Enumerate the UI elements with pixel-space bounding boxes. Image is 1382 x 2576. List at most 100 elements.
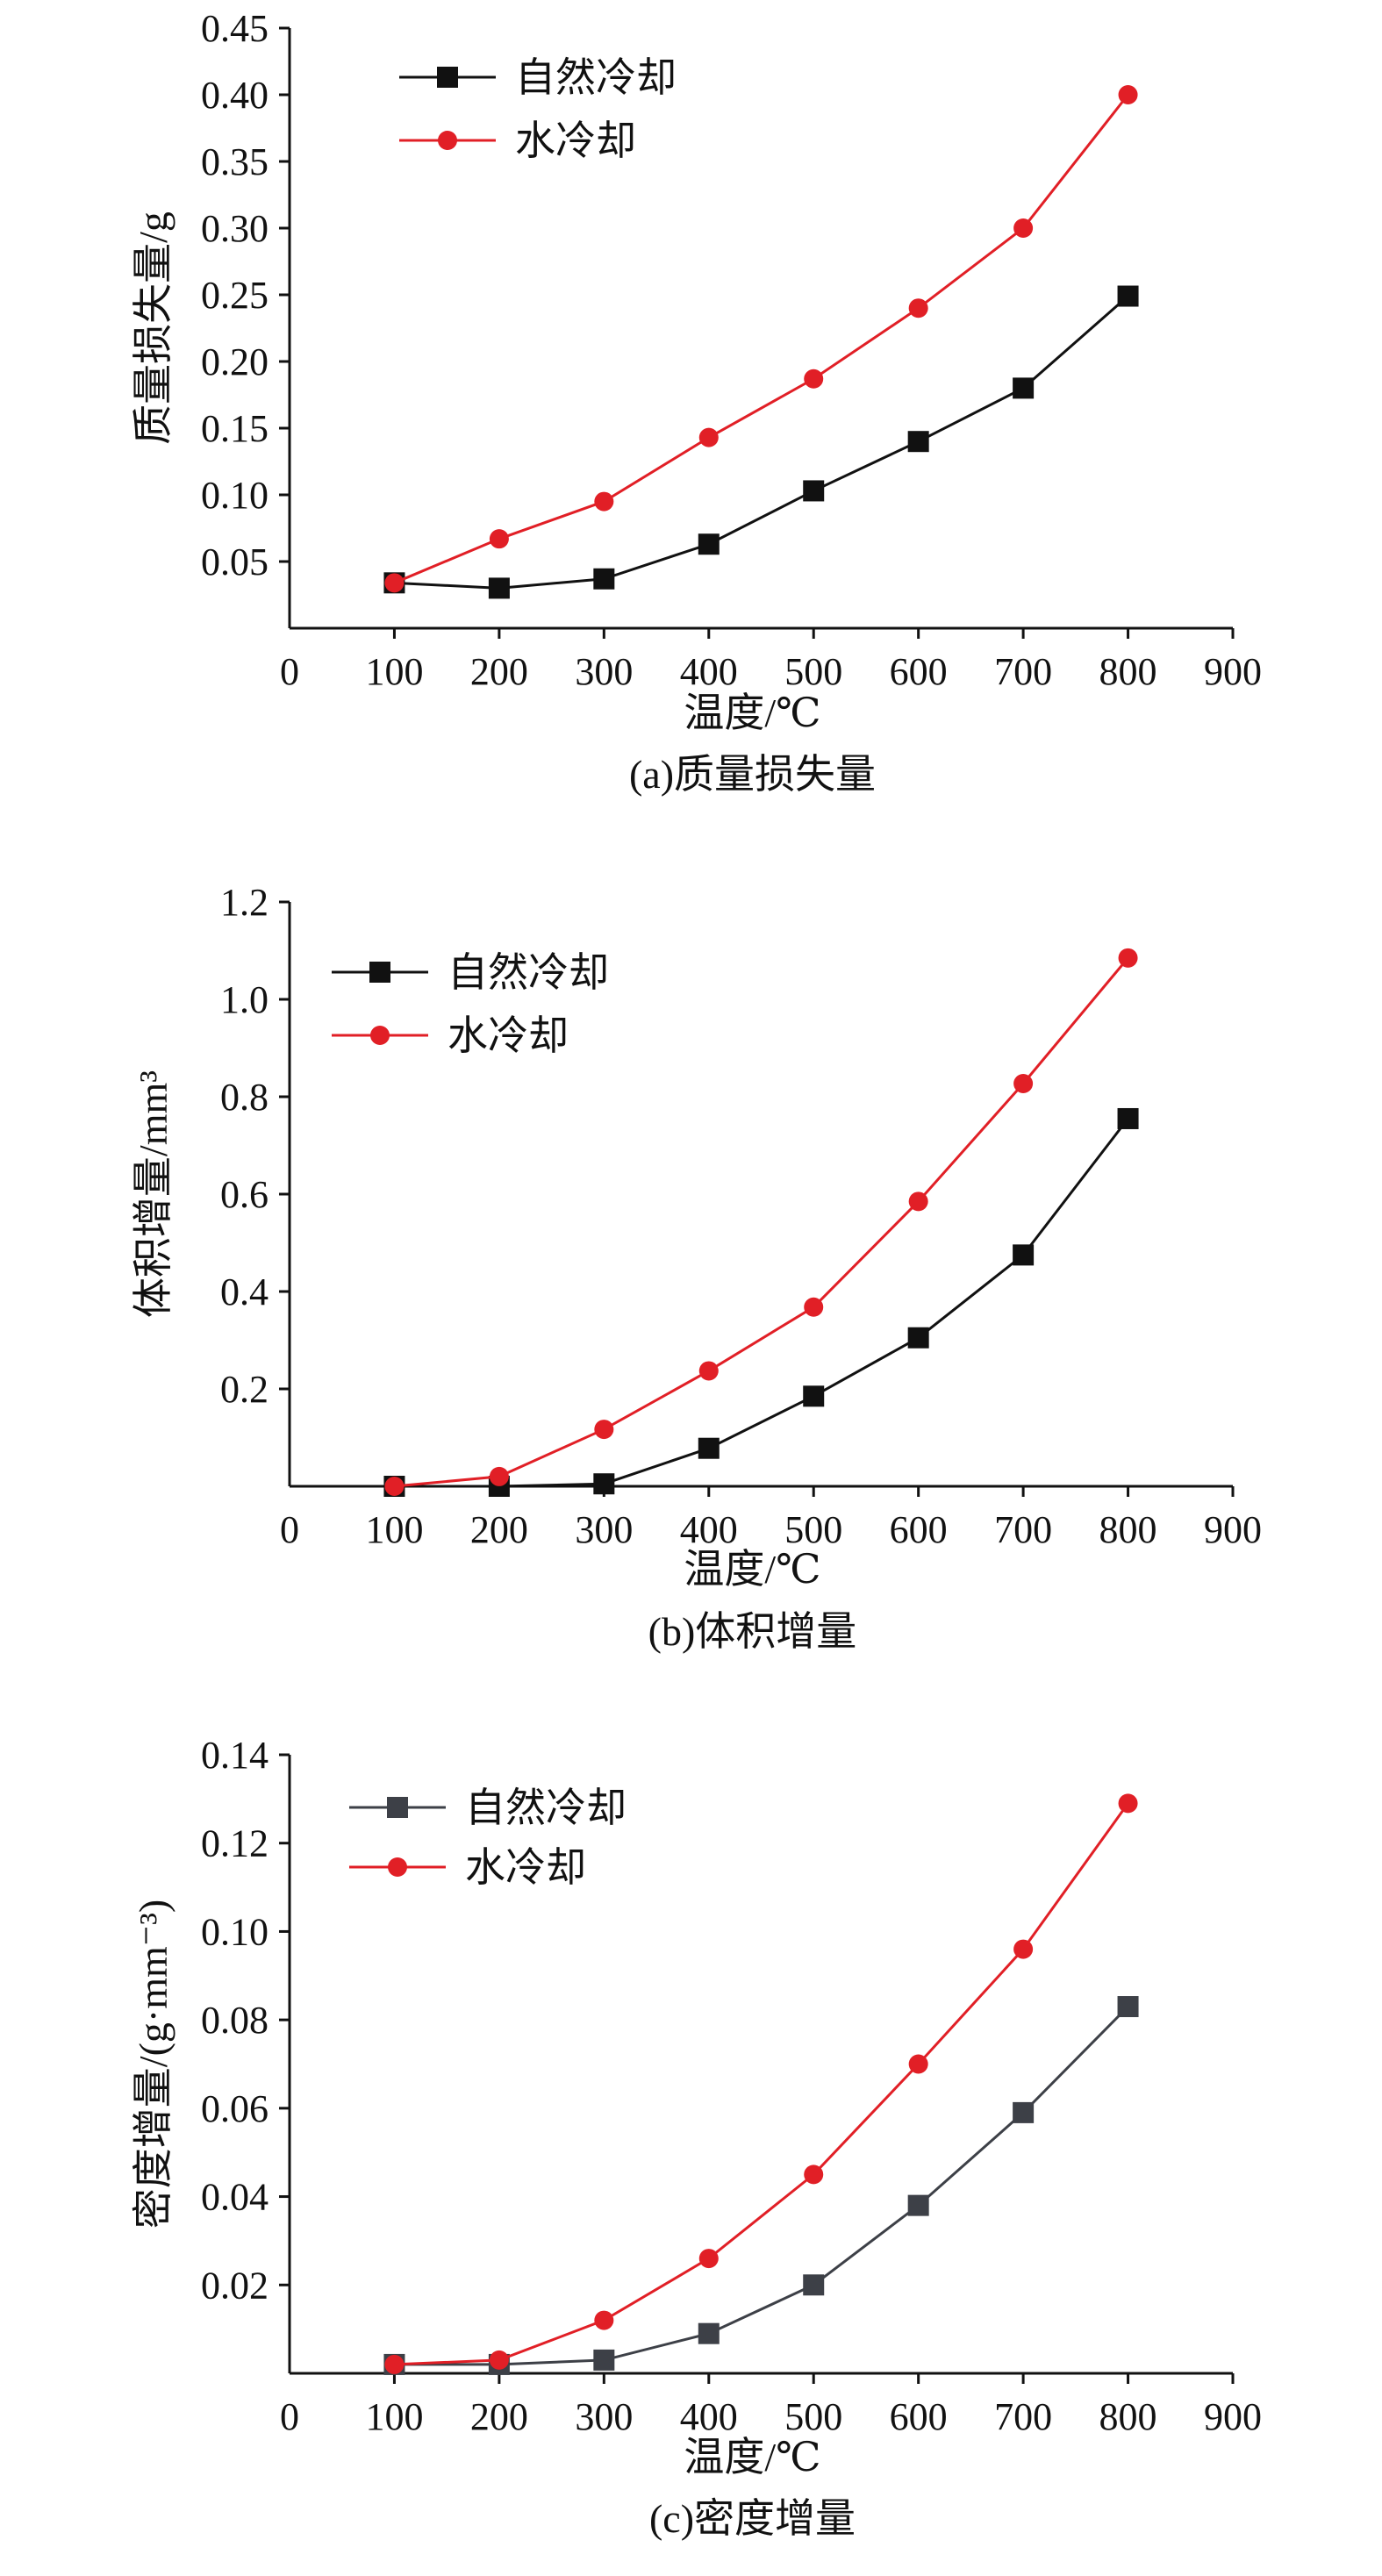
data-point-circle: [698, 2249, 719, 2269]
x-tick-label: 600: [890, 650, 948, 693]
legend-label: 水冷却: [465, 1845, 586, 1890]
x-tick-label: 200: [470, 1508, 528, 1551]
data-point-circle: [1118, 948, 1138, 968]
chart-c-density-increase: 0 100 200 300 400 500 600 700 800 900 0.02 0.04 0.06…: [131, 1734, 1262, 2541]
legend-marker-square: [387, 1797, 408, 1818]
x-tick-label: 300: [575, 650, 633, 693]
x-tick-label: 800: [1099, 650, 1157, 693]
chart-b-volume-increase: 0 100 200 300 400 500 600 700 800 900 0.2 0.4 0.6 0.8…: [131, 881, 1262, 1654]
x-tick-label: 200: [470, 650, 528, 693]
y-tick-label: 0.45: [201, 7, 269, 50]
data-point-square: [593, 2349, 615, 2371]
data-point-circle: [1118, 1793, 1138, 1814]
data-point-square: [698, 1437, 720, 1459]
data-point-square: [1013, 377, 1035, 399]
x-axis-label: 温度/℃: [684, 691, 820, 735]
x-tick-label: 400: [680, 650, 738, 693]
x-tick-label: 400: [680, 1508, 738, 1551]
data-point-square: [488, 577, 510, 599]
x-tick-label: 0: [280, 1508, 299, 1551]
data-point-circle: [698, 427, 719, 447]
series-line-natural-cooling: [394, 2005, 1129, 2366]
y-tick-label: 0.14: [201, 1734, 269, 1777]
legend-label: 水冷却: [515, 118, 636, 163]
y-tick-label: 0.04: [201, 2176, 269, 2219]
x-tick-label: 0: [280, 650, 299, 693]
data-point-circle: [908, 1191, 928, 1212]
x-tick-label: 800: [1099, 1508, 1157, 1551]
data-point-square: [803, 2274, 825, 2296]
y-tick-label: 0.12: [201, 1822, 269, 1865]
figure-caption: (c)密度增量: [649, 2496, 856, 2541]
x-tick-label: 900: [1204, 1508, 1262, 1551]
data-point-square: [1013, 1244, 1035, 1266]
x-tick-label: 600: [890, 2395, 948, 2438]
data-point-square: [907, 2194, 929, 2216]
x-tick-label: 900: [1204, 650, 1262, 693]
legend-marker-circle: [370, 1026, 390, 1045]
x-tick-label: 300: [575, 2395, 633, 2438]
data-point-square: [593, 568, 615, 590]
legend-marker-circle: [388, 1857, 407, 1877]
figure-caption: (b)体积增量: [648, 1609, 857, 1654]
x-tick-label: 0: [280, 2395, 299, 2438]
x-tick-label: 700: [994, 2395, 1052, 2438]
y-tick-label: 0.06: [201, 2087, 269, 2130]
data-point-circle: [384, 573, 405, 593]
data-point-circle: [384, 1477, 405, 1496]
data-point-circle: [489, 1466, 509, 1486]
x-tick-label: 600: [890, 1508, 948, 1551]
y-tick-label: 0.4: [220, 1270, 269, 1313]
y-tick-label: 0.10: [201, 474, 269, 517]
data-point-square: [907, 1327, 929, 1349]
series-line-water-cooling: [394, 1802, 1129, 2366]
data-point-circle: [1118, 85, 1138, 104]
data-point-circle: [908, 2054, 928, 2074]
data-point-square: [698, 533, 720, 555]
data-point-circle: [489, 2350, 509, 2370]
figure-caption: (a)质量损失量: [629, 752, 876, 797]
data-point-square: [593, 1473, 615, 1495]
legend-marker-square: [437, 67, 458, 88]
y-tick-label: 0.08: [201, 1999, 269, 2042]
y-tick-label: 0.02: [201, 2264, 269, 2307]
y-tick-label: 0.10: [201, 1910, 269, 1953]
x-tick-label: 700: [994, 650, 1052, 693]
y-tick-label: 0.2: [220, 1368, 269, 1411]
data-point-square: [698, 2322, 720, 2344]
data-point-circle: [384, 2354, 405, 2374]
x-tick-label: 300: [575, 1508, 633, 1551]
data-point-circle: [489, 529, 509, 549]
legend-marker-square: [369, 962, 390, 983]
data-point-square: [1117, 285, 1139, 307]
y-tick-label: 0.8: [220, 1076, 269, 1119]
y-tick-label: 0.30: [201, 207, 269, 250]
y-tick-label: 0.40: [201, 74, 269, 117]
data-point-circle: [1013, 1074, 1034, 1094]
x-tick-label: 400: [680, 2395, 738, 2438]
y-tick-label: 1.0: [220, 978, 269, 1021]
series-line-water-cooling: [393, 94, 1129, 584]
data-point-circle: [594, 2310, 614, 2330]
y-tick-label: 1.2: [220, 881, 269, 924]
data-point-square: [907, 431, 929, 453]
data-point-circle: [804, 1297, 824, 1317]
data-point-circle: [1013, 218, 1034, 238]
chart-a-mass-loss: 0 100 200 300 400 500 600 700 800 900 0.05 0.10 0.15…: [131, 7, 1262, 797]
legend-label: 自然冷却: [448, 950, 609, 995]
data-point-circle: [1013, 1939, 1034, 1959]
data-point-circle: [594, 491, 614, 512]
legend-label: 自然冷却: [515, 55, 677, 100]
x-tick-label: 700: [994, 1508, 1052, 1551]
series-line-water-cooling: [394, 956, 1129, 1488]
data-point-circle: [804, 369, 824, 389]
data-point-square: [1117, 1107, 1139, 1129]
data-point-circle: [908, 298, 928, 318]
legend-label: 水冷却: [448, 1013, 569, 1058]
data-point-circle: [594, 1420, 614, 1440]
x-axis-label: 温度/℃: [684, 2435, 820, 2479]
legend-label: 自然冷却: [465, 1785, 627, 1830]
data-point-square: [803, 480, 825, 502]
y-tick-label: 0.35: [201, 140, 269, 183]
